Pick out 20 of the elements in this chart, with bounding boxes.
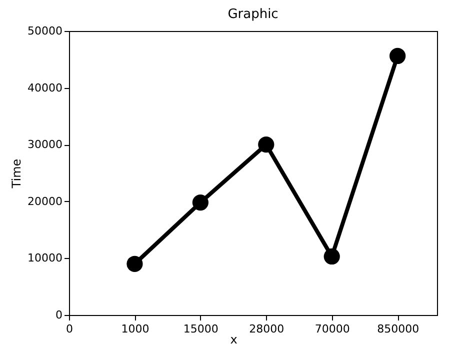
point xyxy=(126,256,143,272)
point xyxy=(192,194,208,211)
x-tick-label: 15000 xyxy=(183,322,218,336)
y-tick-label: 40000 xyxy=(28,81,62,94)
point xyxy=(324,248,340,265)
point xyxy=(258,136,274,153)
chart-title: Graphic xyxy=(228,7,278,22)
x-tick-label: 850000 xyxy=(377,322,420,336)
y-tick-label: 10000 xyxy=(28,252,62,265)
y-tick-label: 30000 xyxy=(28,138,62,152)
y-tick-label: 0 xyxy=(56,308,62,322)
y-axis-title: Time xyxy=(10,158,24,190)
x-tick-label: 1000 xyxy=(121,322,150,336)
x-tick-label: 70000 xyxy=(314,322,350,336)
x-tick-label: 28000 xyxy=(249,322,284,336)
point xyxy=(390,48,406,64)
y-tick-label: 50000 xyxy=(28,24,62,38)
y-tick-label: 20000 xyxy=(28,194,62,208)
x-tick-label: 0 xyxy=(66,322,73,336)
x-axis-title: x xyxy=(230,332,238,346)
